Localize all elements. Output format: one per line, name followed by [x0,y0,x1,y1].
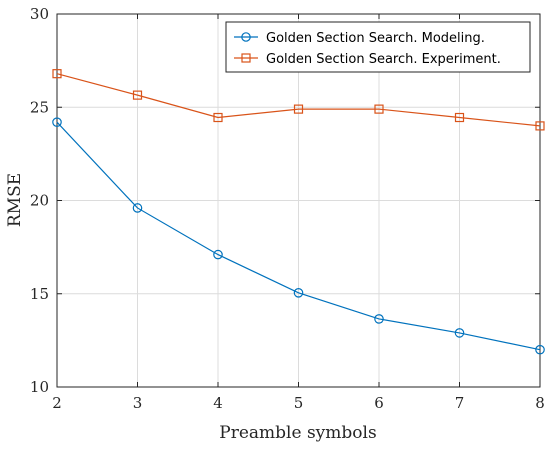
legend-marker [241,53,251,63]
tick-labels: 2 3 4 5 6 7 8 10 15 20 25 30 [30,5,545,412]
data-point [454,328,465,338]
legend-entry: Golden Section Search. Experiment. [234,52,501,67]
legend-marker [241,32,251,42]
data-point [213,249,223,260]
y-tick-label: 10 [30,378,49,396]
grid-lines [56,13,541,388]
data-point [454,112,465,123]
x-tick-label: 4 [213,394,223,412]
y-axis-label: RMSE [5,173,25,227]
data-series [52,69,545,355]
data-point [52,69,62,79]
data-point [535,344,545,355]
legend-box [225,21,531,73]
data-point [132,203,143,213]
x-tick-label: 8 [535,394,545,412]
y-tick-label: 20 [30,192,49,210]
x-tick-label: 2 [52,394,62,412]
legend-label: Golden Section Search. Experiment. [266,52,501,67]
y-tick-label: 25 [30,98,49,116]
data-point [52,117,62,127]
legend: Golden Section Search. Modeling. Golden S… [225,21,531,73]
y-tick-label: 15 [30,285,49,303]
data-point [293,104,304,114]
data-point [374,314,384,324]
data-point [374,104,384,114]
axes [56,13,541,388]
data-point [132,90,143,100]
legend-entry: Golden Section Search. Modeling. [234,31,485,46]
series-line [56,73,541,127]
legend-label: Golden Section Search. Modeling. [266,31,485,46]
data-point [293,288,304,298]
x-tick-label: 7 [455,394,465,412]
data-point [535,121,545,131]
x-tick-label: 6 [374,394,384,412]
series-2 [52,69,545,131]
axes-box [56,13,541,388]
data-point [213,112,223,123]
x-tick-label: 3 [133,394,143,412]
y-tick-label: 30 [30,5,49,23]
series-line [56,121,541,351]
x-axis-label: Preamble symbols [219,423,376,443]
series-1 [52,117,545,355]
x-tick-label: 5 [294,394,304,412]
